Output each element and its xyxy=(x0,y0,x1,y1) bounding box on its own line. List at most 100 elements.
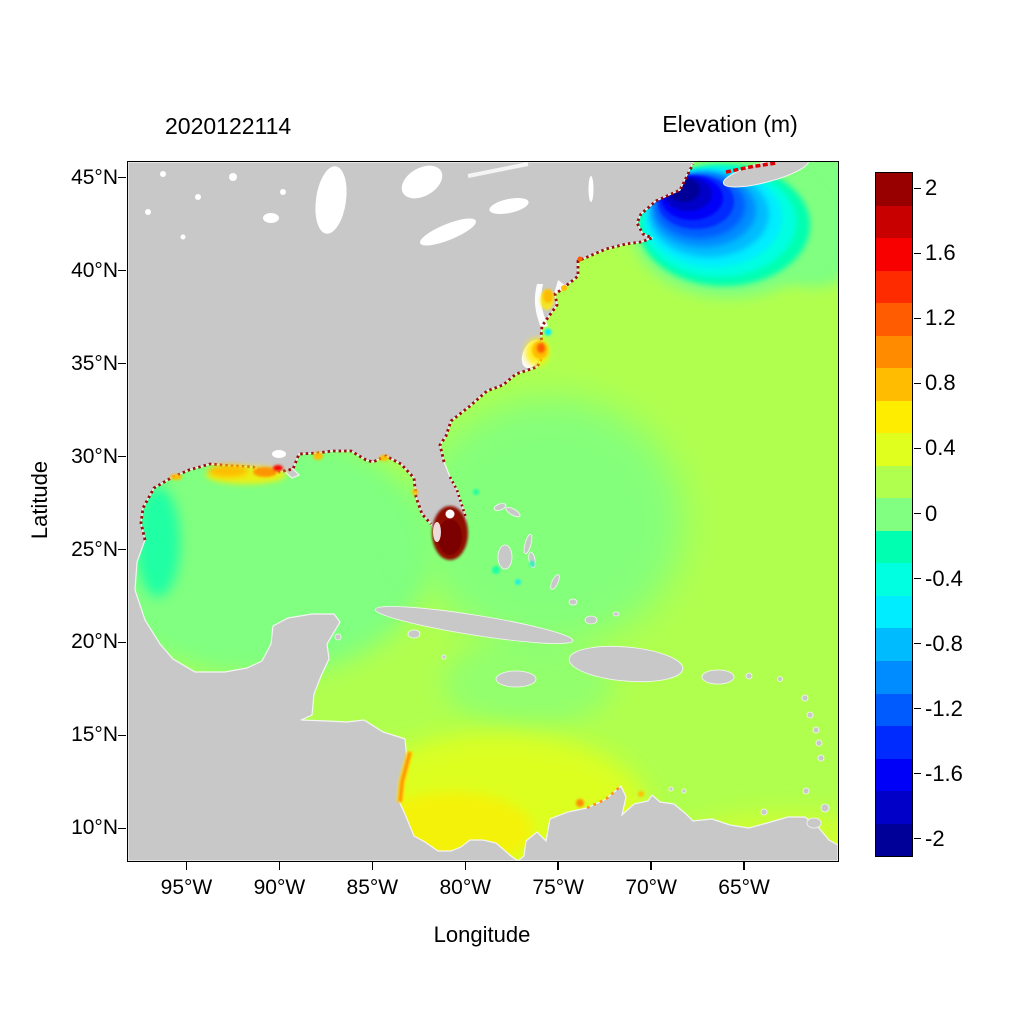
colorbar-segment xyxy=(876,563,912,596)
lake-ontario xyxy=(489,197,529,215)
x-axis-tick-label: 65°W xyxy=(718,876,770,899)
colorbar-segment xyxy=(876,791,912,824)
delaware-bay xyxy=(554,280,566,294)
apalachicola-orange-spot xyxy=(379,455,389,461)
coastal-high-fringe xyxy=(139,162,777,810)
colorbar-tick xyxy=(914,642,921,645)
colorbar-tick-label: 0.4 xyxy=(925,435,956,461)
y-axis-tick xyxy=(118,734,126,737)
colorbar-segment xyxy=(876,498,912,531)
local-anomalies xyxy=(170,256,644,807)
x-axis-tick xyxy=(464,862,467,870)
colorbar-segment xyxy=(876,335,912,369)
y-axis-tick xyxy=(118,269,126,272)
x-axis-tick xyxy=(185,862,188,870)
timestamp-title: 2020122114 xyxy=(165,113,292,139)
colorbar-tick-label: 2 xyxy=(925,175,938,201)
galveston-orange-spot xyxy=(170,474,182,480)
colorbar-tick-label: -1.6 xyxy=(925,760,963,786)
y-axis-tick-label: 45°N xyxy=(71,165,118,189)
map-canvas xyxy=(128,162,838,861)
colorbar-segment xyxy=(876,400,912,434)
guadeloupe xyxy=(806,711,814,719)
jamaica xyxy=(495,670,537,688)
everglades-white-fringe xyxy=(433,522,441,542)
colorbar-segment xyxy=(876,303,912,336)
tobago xyxy=(820,803,830,813)
leeward-islands xyxy=(777,676,783,682)
x-axis-tick-label: 95°W xyxy=(160,876,213,899)
virgin-islands xyxy=(745,672,753,680)
paraguana-orange-spot xyxy=(638,791,644,797)
crooked-island xyxy=(568,598,578,606)
colorbar-segment xyxy=(876,205,912,239)
colorbar-segment xyxy=(876,530,912,564)
x-axis-tick xyxy=(371,862,374,870)
nova-scotia-land xyxy=(722,162,810,188)
colorbar-segment xyxy=(876,173,912,206)
colorbar-tick xyxy=(914,447,921,450)
gulf-stream-teal-speck xyxy=(473,489,479,495)
west-gulf-teal-zone xyxy=(136,487,180,597)
new-york-orange-spot xyxy=(577,256,583,262)
south-florida-high-core xyxy=(438,519,462,555)
lake-michigan xyxy=(315,166,347,234)
colorbar-tick xyxy=(914,577,921,580)
colorbar-segment xyxy=(876,368,912,401)
nicaragua-orange-streak xyxy=(398,751,412,803)
y-axis-tick xyxy=(118,362,126,365)
colorbar-segment xyxy=(876,726,912,759)
hispaniola xyxy=(568,645,684,683)
y-axis-tick-label: 40°N xyxy=(71,258,118,282)
antigua xyxy=(801,694,809,702)
y-axis-tick xyxy=(118,176,126,179)
colorbar-tick-label: 1.6 xyxy=(925,240,956,266)
colorbar-tick-label: -0.4 xyxy=(925,565,963,591)
colombia-coast-orange-speckles xyxy=(586,785,622,810)
colorbar-segment xyxy=(876,433,912,466)
colorbar-tick xyxy=(914,252,921,255)
colorbar-segment xyxy=(876,660,912,694)
cayman-islands xyxy=(441,654,447,660)
x-axis-title: Longitude xyxy=(433,922,531,947)
colorbar-tick-label: 1.2 xyxy=(925,305,956,331)
bay-of-fundy-red-streak xyxy=(725,162,777,174)
cuba xyxy=(374,606,574,644)
bahama-bank-cyan-speck xyxy=(515,579,521,585)
y-axis-tick xyxy=(118,827,126,830)
x-axis-tick-label: 75°W xyxy=(532,876,584,899)
colorbar-segment xyxy=(876,238,912,271)
st-lawrence-river xyxy=(467,162,529,178)
y-axis-tick-label: 35°N xyxy=(71,351,118,375)
small-lake xyxy=(160,171,166,177)
y-axis-tick-label: 20°N xyxy=(71,630,118,654)
margarita xyxy=(760,808,768,816)
cartagena-orange-spot xyxy=(576,799,584,807)
colorbar-tick xyxy=(914,187,921,189)
small-lake xyxy=(280,189,286,195)
atlantic-coast-red-speckles xyxy=(438,163,695,463)
grand-bahama xyxy=(493,503,507,511)
delaware-orange-spot xyxy=(561,285,567,291)
colorbar-segment xyxy=(876,823,912,857)
colorbar-tick-label: 0.8 xyxy=(925,370,956,396)
colorbar-segment xyxy=(876,595,912,629)
grenada xyxy=(802,787,810,795)
y-axis-tick xyxy=(118,641,126,644)
x-axis-tick xyxy=(743,862,745,870)
x-axis-tick-label: 70°W xyxy=(625,876,677,899)
x-axis-tick xyxy=(557,862,559,870)
colorbar-title: Elevation (m) xyxy=(662,111,798,137)
pamlico-orange-core xyxy=(537,343,545,353)
y-axis-tick-label: 30°N xyxy=(71,444,118,468)
y-axis-tick-label: 25°N xyxy=(71,537,118,561)
small-lake xyxy=(195,194,201,200)
delta-red-spot xyxy=(273,465,283,471)
colorbar-tick-label: -0.8 xyxy=(925,630,963,656)
colorbar-tick-label: -2 xyxy=(925,825,945,851)
colorbar-tick xyxy=(914,512,921,515)
trinidad xyxy=(806,817,822,829)
bonaire xyxy=(681,788,687,794)
cozumel xyxy=(334,633,342,641)
colorbar-segment xyxy=(876,758,912,792)
